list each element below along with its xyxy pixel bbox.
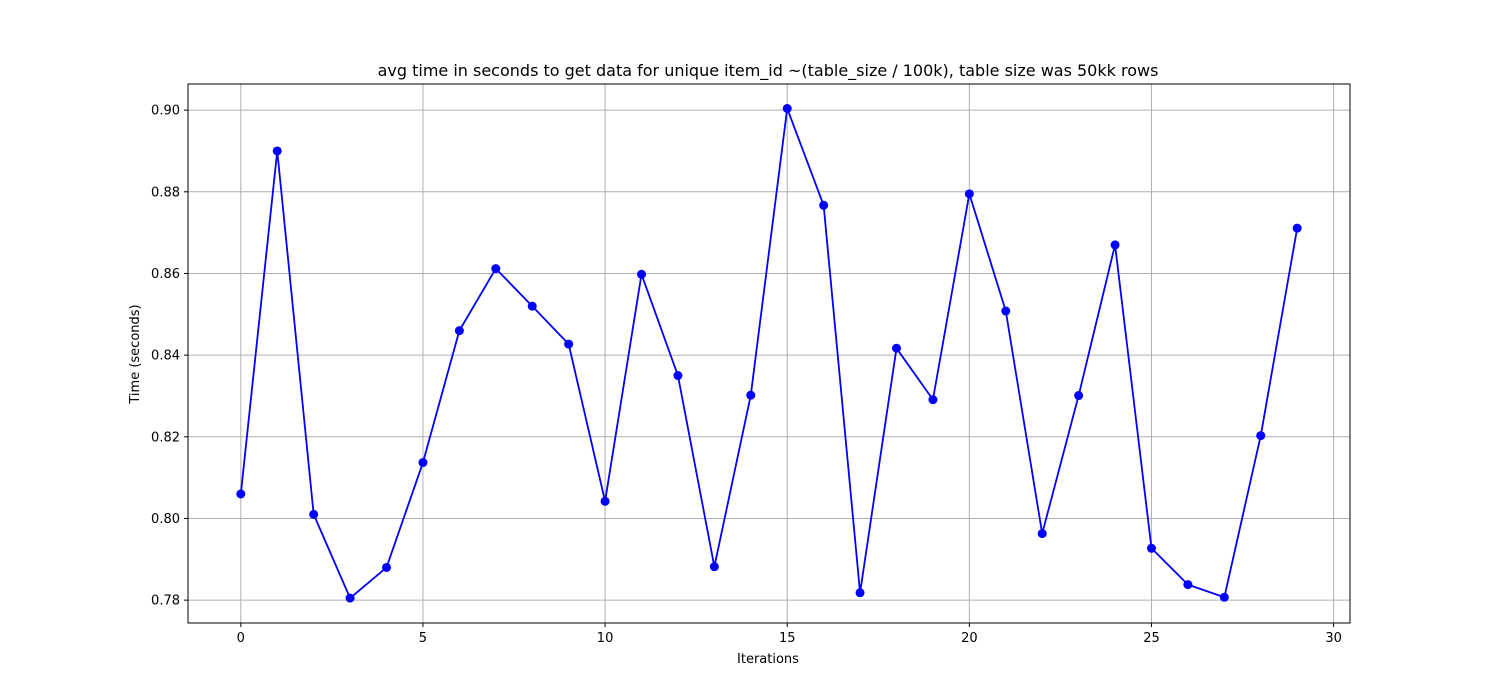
x-tick-label: 15 — [779, 631, 796, 646]
x-tick-label: 30 — [1325, 631, 1342, 646]
x-axis-label: Iterations — [737, 652, 799, 667]
grid — [188, 84, 1350, 623]
data-point — [709, 562, 719, 572]
data-point — [1110, 240, 1120, 250]
axes: 0 5 10 15 20 25 30 0.78 0.80 0.82 0.84 0.86 0.88 0.90 — [151, 83, 1351, 646]
data-point — [564, 339, 574, 349]
data-point — [309, 509, 319, 519]
data-point — [382, 562, 392, 572]
data-point — [1183, 580, 1193, 590]
data-point — [491, 264, 501, 274]
data-point — [855, 588, 865, 598]
data-point — [1001, 306, 1011, 316]
data-point — [600, 496, 610, 506]
data-point — [819, 200, 829, 210]
x-tick-label: 0 — [237, 631, 245, 646]
data-point — [236, 489, 246, 499]
series-layer — [236, 104, 1302, 603]
data-point — [1074, 391, 1084, 401]
y-axis-label: Time (seconds) — [128, 304, 143, 404]
y-tick-label: 0.88 — [151, 185, 180, 200]
data-point — [454, 326, 464, 336]
chart-title: avg time in seconds to get data for uniq… — [378, 61, 1159, 81]
data-point — [418, 458, 428, 468]
data-point — [637, 269, 647, 279]
data-point — [746, 390, 756, 400]
data-point — [1146, 543, 1156, 553]
x-tick-label: 20 — [961, 631, 978, 646]
y-tick-label: 0.84 — [151, 349, 180, 364]
plot-frame — [187, 83, 1351, 624]
x-tick-label: 10 — [597, 631, 614, 646]
data-point — [1292, 223, 1302, 233]
data-point — [1037, 529, 1047, 539]
data-point — [1256, 431, 1266, 441]
data-point — [673, 371, 683, 381]
data-point — [345, 593, 355, 603]
x-tick-label: 25 — [1143, 631, 1160, 646]
data-point — [891, 343, 901, 353]
data-point — [527, 301, 537, 311]
data-point — [782, 104, 792, 113]
y-tick-label: 0.78 — [151, 594, 180, 609]
data-point — [964, 189, 974, 199]
data-point — [272, 146, 282, 156]
data-point — [1219, 592, 1229, 602]
y-tick-label: 0.86 — [151, 267, 180, 282]
y-tick-label: 0.80 — [151, 512, 180, 527]
y-tick-label: 0.82 — [151, 430, 180, 445]
y-tick-label: 0.90 — [151, 104, 180, 119]
series-line — [239, 107, 1299, 599]
data-point — [928, 395, 938, 405]
x-tick-label: 5 — [419, 631, 427, 646]
